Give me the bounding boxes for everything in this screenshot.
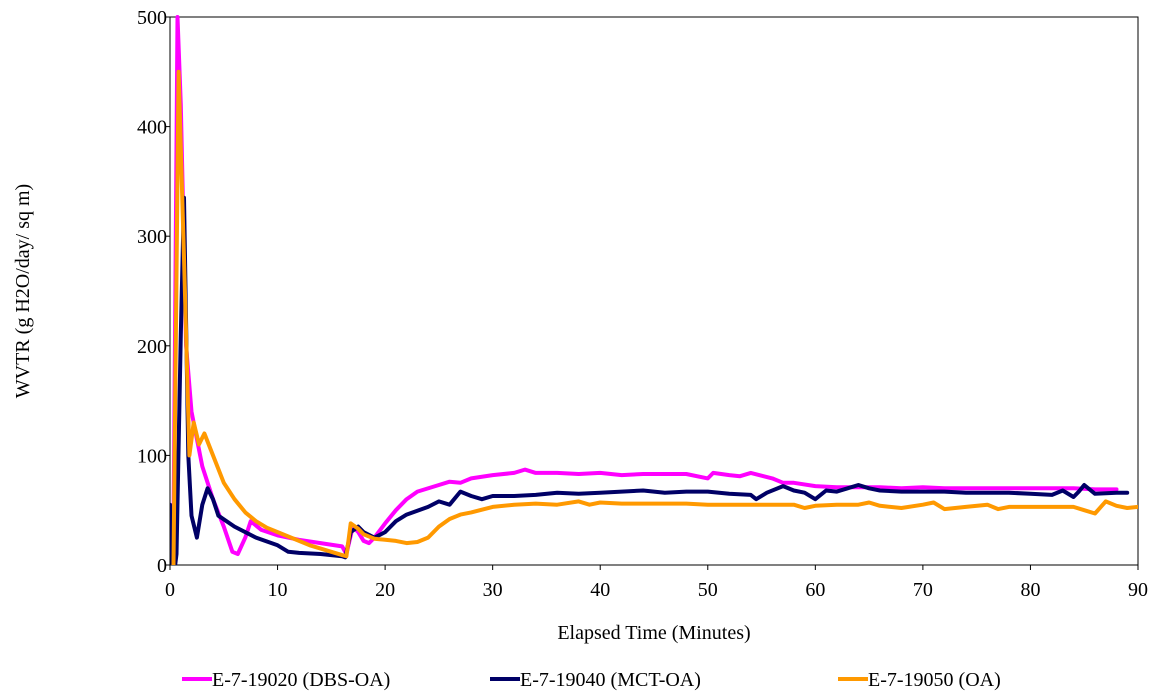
series-line-2 [170, 195, 1130, 565]
x-tick-label: 20 [375, 579, 395, 601]
plot-area [169, 15, 1139, 566]
plot-frame [169, 16, 1139, 566]
x-tick-label: 90 [1128, 579, 1148, 601]
y-tick-label: 100 [137, 445, 167, 467]
series-line-3 [171, 69, 1138, 565]
legend-label: E-7-19050 (OA) [868, 669, 1001, 691]
y-axis-title: WVTR (g H2O/day/ sq m) [12, 184, 34, 398]
legend: E-7-19020 (DBS-OA) E-7-19040 (MCT-OA) E-7-… [182, 669, 1001, 691]
y-tick-label: 200 [137, 336, 167, 358]
legend-item: E-7-19020 (DBS-OA) [182, 669, 390, 691]
legend-label: E-7-19040 (MCT-OA) [520, 669, 701, 691]
legend-item: E-7-19040 (MCT-OA) [490, 669, 701, 691]
x-axis-title: Elapsed Time (Minutes) [557, 622, 750, 644]
series-layer [170, 15, 1138, 565]
x-tick-label: 60 [805, 579, 825, 601]
y-tick-label: 0 [157, 555, 167, 577]
x-tick-label: 40 [590, 579, 610, 601]
series-line-1 [171, 15, 1119, 565]
x-tick-label: 10 [268, 579, 288, 601]
x-tick-label: 70 [913, 579, 933, 601]
y-axis: 0 100 200 300 400 500 [137, 7, 170, 577]
y-tick-label: 300 [137, 226, 167, 248]
x-tick-label: 30 [483, 579, 503, 601]
x-axis: 0 10 20 30 40 50 60 70 80 90 [165, 565, 1148, 601]
legend-label: E-7-19020 (DBS-OA) [212, 669, 390, 691]
y-tick-label: 500 [137, 7, 167, 29]
x-tick-label: 0 [165, 579, 175, 601]
y-tick-label: 400 [137, 117, 167, 139]
x-tick-label: 80 [1020, 579, 1040, 601]
x-tick-label: 50 [698, 579, 718, 601]
legend-item: E-7-19050 (OA) [838, 669, 1001, 691]
